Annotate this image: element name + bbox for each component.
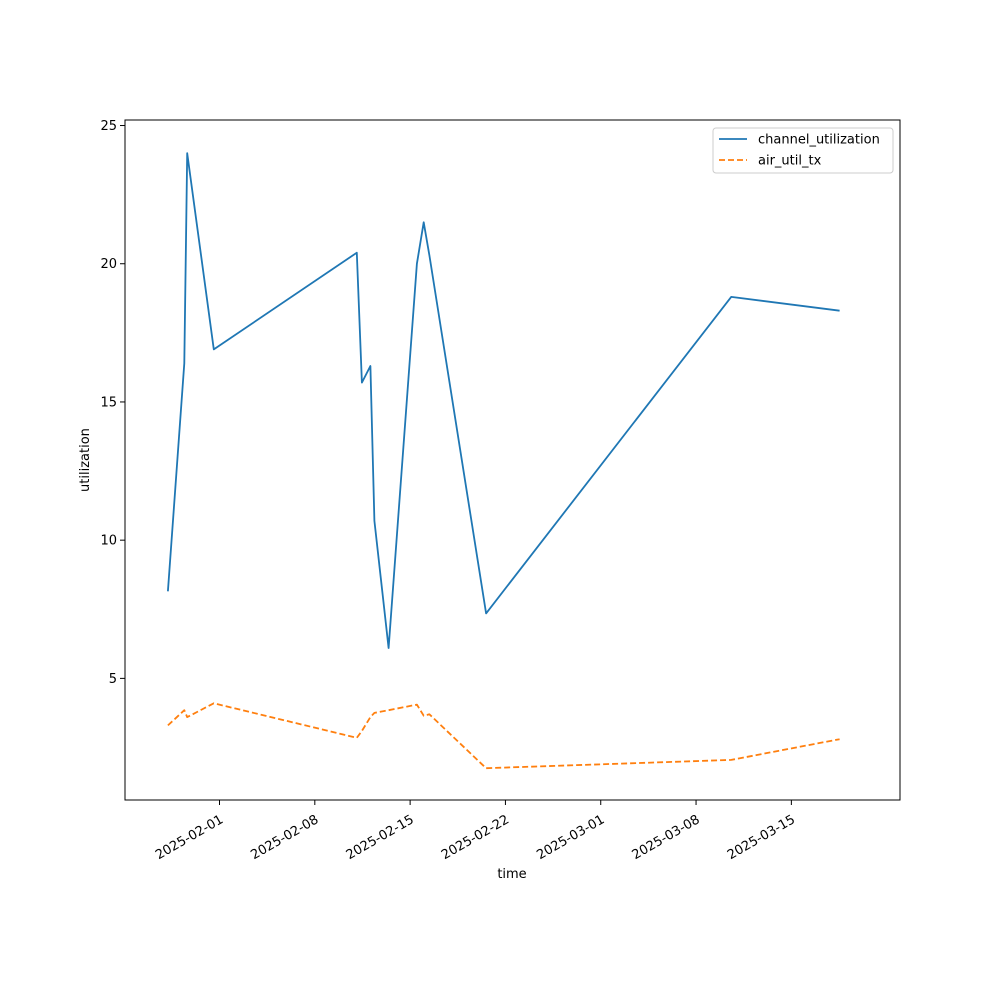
legend-box (712, 127, 894, 174)
x-axis: 2025-02-01 2025-02-08 2025-02-15 2025-02-22… (153, 800, 798, 863)
x-tick-label-1: 2025-02-08 (248, 812, 321, 863)
series-line-0 (167, 152, 840, 649)
x-axis-label: time (497, 867, 526, 882)
x-tick-label-0: 2025-02-01 (153, 812, 226, 863)
y-axis: 5 10 15 20 25 (100, 119, 125, 687)
y-axis-label: utilization (78, 428, 93, 492)
y-tick-label-2: 15 (100, 395, 117, 410)
y-tick-label-1: 10 (100, 534, 117, 549)
series-layer (167, 152, 840, 770)
series-line-1 (167, 702, 840, 770)
x-tick-label-4: 2025-03-01 (534, 812, 607, 863)
y-tick-label-3: 20 (100, 257, 117, 272)
y-tick-label-0: 5 (109, 672, 117, 687)
y-tick-label-4: 25 (100, 119, 117, 134)
x-tick-label-2: 2025-02-15 (344, 812, 417, 863)
x-tick-label-6: 2025-03-15 (725, 812, 798, 863)
legend-label-0: channel_utilization (758, 133, 880, 148)
legend: channel_utilization air_util_tx (712, 127, 894, 174)
plot-area (125, 120, 900, 800)
plot-frame (124, 119, 901, 801)
x-tick-label-5: 2025-03-08 (630, 812, 703, 863)
x-tick-label-3: 2025-02-22 (439, 812, 512, 863)
legend-label-1: air_util_tx (758, 154, 822, 169)
